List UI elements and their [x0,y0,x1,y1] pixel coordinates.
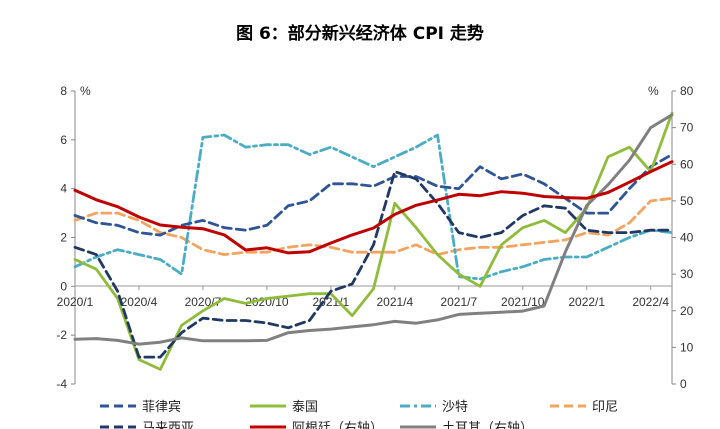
y-tick-label-right: 20 [680,304,694,318]
y-tick-label-right: 80 [680,84,694,98]
y-tick-label-left: -2 [56,328,67,342]
legend-label-4: 马来西亚 [142,421,194,429]
y-tick-label-left: 0 [60,279,67,293]
y-tick-label-right: 40 [680,231,694,245]
y-tick-label-right: 10 [680,340,694,354]
x-tick-label: 2021/7 [440,295,477,309]
legend-label-5: 阿根廷（右轴） [292,421,383,429]
x-tick-label: 2021/10 [501,295,545,309]
y-tick-label-left: -4 [56,377,67,391]
legend-label-1: 泰国 [292,400,318,415]
y-unit-right: % [648,84,659,98]
y-tick-label-right: 60 [680,157,694,171]
y-tick-label-left: 4 [60,182,67,196]
series-lines [73,111,674,371]
y-tick-label-left: 8 [60,84,67,98]
chart-title: 图 6：部分新兴经济体 CPI 走势 [236,23,484,44]
series-line-5 [73,160,674,255]
legend-label-0: 菲律宾 [142,399,181,415]
y-unit-left: % [80,84,91,98]
x-tick-label: 2022/1 [568,295,605,309]
y-tick-label-right: 0 [680,377,687,391]
y-tick-label-left: 6 [60,133,67,147]
x-tick-label: 2022/4 [632,295,669,309]
series-line-6 [73,113,674,346]
y-tick-label-left: 2 [60,231,67,245]
legend-label-2: 沙特 [442,400,468,415]
y-tick-label-right: 30 [680,267,694,281]
x-tick-label: 2021/4 [376,295,413,309]
series-line-2 [73,133,674,281]
x-tick-label: 2020/4 [121,295,158,309]
x-tick-label: 2020/1 [57,295,94,309]
y-tick-label-right: 70 [680,121,694,135]
legend-label-6: 土耳其（右轴） [442,421,533,429]
legend-label-3: 印尼 [592,400,618,415]
y-tick-label-right: 50 [680,194,694,208]
series-line-0 [73,153,674,237]
